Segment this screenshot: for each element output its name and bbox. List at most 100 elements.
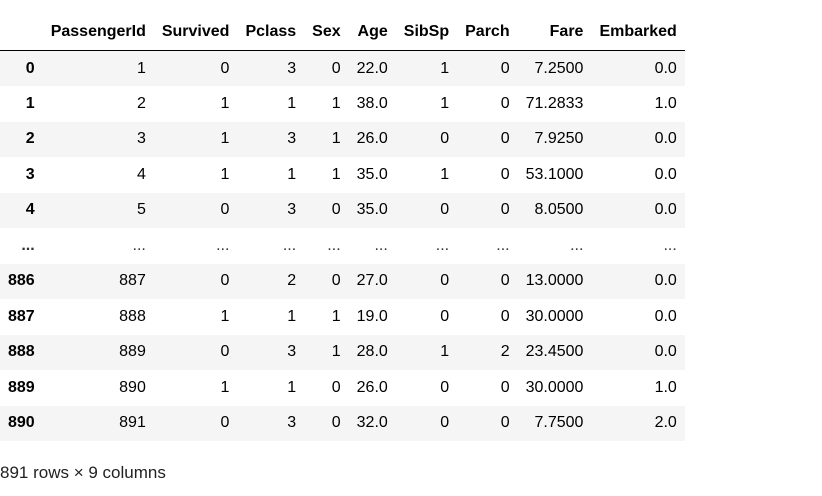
cell-fare: 23.4500 — [525, 343, 584, 361]
cell-age: ... — [374, 236, 388, 254]
dataframe-table: PassengerId Survived Pclass Sex Age SibS… — [0, 14, 685, 441]
cell-passengerid: 5 — [136, 201, 146, 219]
row-index-cell: 0 — [25, 59, 35, 77]
cell-fare: 7.2500 — [534, 59, 584, 77]
cell-age: 26.0 — [356, 130, 388, 148]
row-index-cell: 890 — [8, 414, 35, 432]
cell-passengerid: 887 — [119, 272, 146, 290]
cell-embarked: ... — [663, 236, 677, 254]
cell-passengerid: 891 — [119, 414, 146, 432]
row-index-cell: 1 — [25, 94, 35, 112]
cell-embarked: 0.0 — [654, 343, 677, 361]
cell-parch: 0 — [500, 94, 510, 112]
cell-passengerid: 889 — [119, 343, 146, 361]
column-header-sibsp: SibSp — [395, 14, 458, 51]
cell-age: 38.0 — [356, 94, 388, 112]
cell-sibsp: 1 — [440, 59, 450, 77]
cell-survived: 1 — [220, 165, 230, 183]
table-row: 0 1 0 3 0 22.0 1 0 7.2500 0.0 — [0, 50, 685, 86]
cell-passengerid: 1 — [136, 59, 146, 77]
cell-parch: 0 — [500, 130, 510, 148]
cell-fare: 53.1000 — [525, 165, 584, 183]
cell-age: 32.0 — [356, 414, 388, 432]
table-row: 889 890 1 1 0 26.0 0 0 30.0000 1.0 — [0, 370, 685, 406]
cell-age: 26.0 — [356, 378, 388, 396]
column-header-pclass: Pclass — [237, 14, 305, 51]
cell-pclass: 3 — [287, 343, 297, 361]
table-row: 886 887 0 2 0 27.0 0 0 13.0000 0.0 — [0, 263, 685, 299]
cell-embarked: 0.0 — [654, 307, 677, 325]
cell-fare: 7.7500 — [534, 414, 584, 432]
row-index-cell: 889 — [8, 378, 35, 396]
table-header: PassengerId Survived Pclass Sex Age SibS… — [0, 14, 685, 51]
column-header-survived: Survived — [153, 14, 238, 51]
index-corner-cell — [0, 14, 43, 51]
column-header-embarked: Embarked — [591, 14, 685, 51]
cell-survived: 0 — [220, 201, 230, 219]
row-index-cell: 886 — [8, 272, 35, 290]
cell-parch: 0 — [500, 201, 510, 219]
cell-sex: 0 — [331, 59, 341, 77]
table-row: 4 5 0 3 0 35.0 0 0 8.0500 0.0 — [0, 192, 685, 228]
cell-embarked: 0.0 — [654, 130, 677, 148]
table-body: 0 1 0 3 0 22.0 1 0 7.2500 0.0 1 2 1 1 1 38.0 1 0 71.2833 1.… — [0, 50, 685, 441]
table-row: 3 4 1 1 1 35.0 1 0 53.1000 0.0 — [0, 157, 685, 193]
cell-sibsp: 0 — [440, 272, 450, 290]
cell-age: 19.0 — [356, 307, 388, 325]
cell-age: 35.0 — [356, 165, 388, 183]
cell-age: 35.0 — [356, 201, 388, 219]
cell-parch: 0 — [500, 272, 510, 290]
cell-pclass: 3 — [287, 130, 297, 148]
cell-embarked: 2.0 — [654, 414, 677, 432]
cell-sibsp: 0 — [440, 201, 450, 219]
cell-pclass: 3 — [287, 414, 297, 432]
cell-survived: 0 — [220, 272, 230, 290]
cell-pclass: ... — [282, 236, 297, 254]
cell-sex: 1 — [331, 94, 341, 112]
cell-embarked: 0.0 — [654, 201, 677, 219]
cell-sibsp: 0 — [440, 307, 450, 325]
cell-sex: 1 — [331, 343, 341, 361]
cell-passengerid: ... — [132, 236, 146, 254]
cell-sex: 1 — [331, 165, 341, 183]
cell-sex: 0 — [331, 201, 341, 219]
cell-pclass: 3 — [287, 201, 297, 219]
cell-age: 22.0 — [356, 59, 388, 77]
cell-fare: 30.0000 — [525, 378, 584, 396]
ellipsis-row: .............................. — [0, 228, 685, 264]
cell-embarked: 0.0 — [654, 165, 677, 183]
column-header-sex: Sex — [304, 14, 349, 51]
cell-survived: 1 — [220, 307, 230, 325]
cell-survived: 0 — [220, 59, 230, 77]
cell-pclass: 1 — [287, 94, 297, 112]
cell-sibsp: 0 — [440, 414, 450, 432]
cell-parch: 0 — [500, 414, 510, 432]
cell-parch: 2 — [500, 343, 510, 361]
row-index-cell: 4 — [25, 201, 35, 219]
cell-pclass: 2 — [287, 272, 297, 290]
cell-passengerid: 4 — [136, 165, 146, 183]
cell-fare: 7.9250 — [534, 130, 584, 148]
cell-sex: 0 — [331, 378, 341, 396]
cell-sex: 1 — [331, 130, 341, 148]
cell-sex: ... — [327, 236, 341, 254]
cell-survived: ... — [216, 236, 230, 254]
cell-embarked: 1.0 — [654, 378, 677, 396]
cell-embarked: 0.0 — [654, 59, 677, 77]
column-header-parch: Parch — [457, 14, 518, 51]
header-row: PassengerId Survived Pclass Sex Age SibS… — [0, 14, 685, 51]
cell-survived: 0 — [220, 414, 230, 432]
table-row: 888 889 0 3 1 28.0 1 2 23.4500 0.0 — [0, 334, 685, 370]
cell-age: 28.0 — [356, 343, 388, 361]
cell-parch: 0 — [500, 165, 510, 183]
table-row: 1 2 1 1 1 38.0 1 0 71.2833 1.0 — [0, 86, 685, 122]
cell-sibsp: ... — [435, 236, 450, 254]
column-header-passengerid: PassengerId — [42, 14, 154, 51]
cell-passengerid: 888 — [119, 307, 146, 325]
table-row: 887 888 1 1 1 19.0 0 0 30.0000 0.0 — [0, 299, 685, 335]
cell-sex: 0 — [331, 272, 341, 290]
cell-pclass: 3 — [287, 59, 297, 77]
cell-sibsp: 0 — [440, 378, 450, 396]
cell-parch: 0 — [500, 378, 510, 396]
cell-passengerid: 2 — [136, 94, 146, 112]
